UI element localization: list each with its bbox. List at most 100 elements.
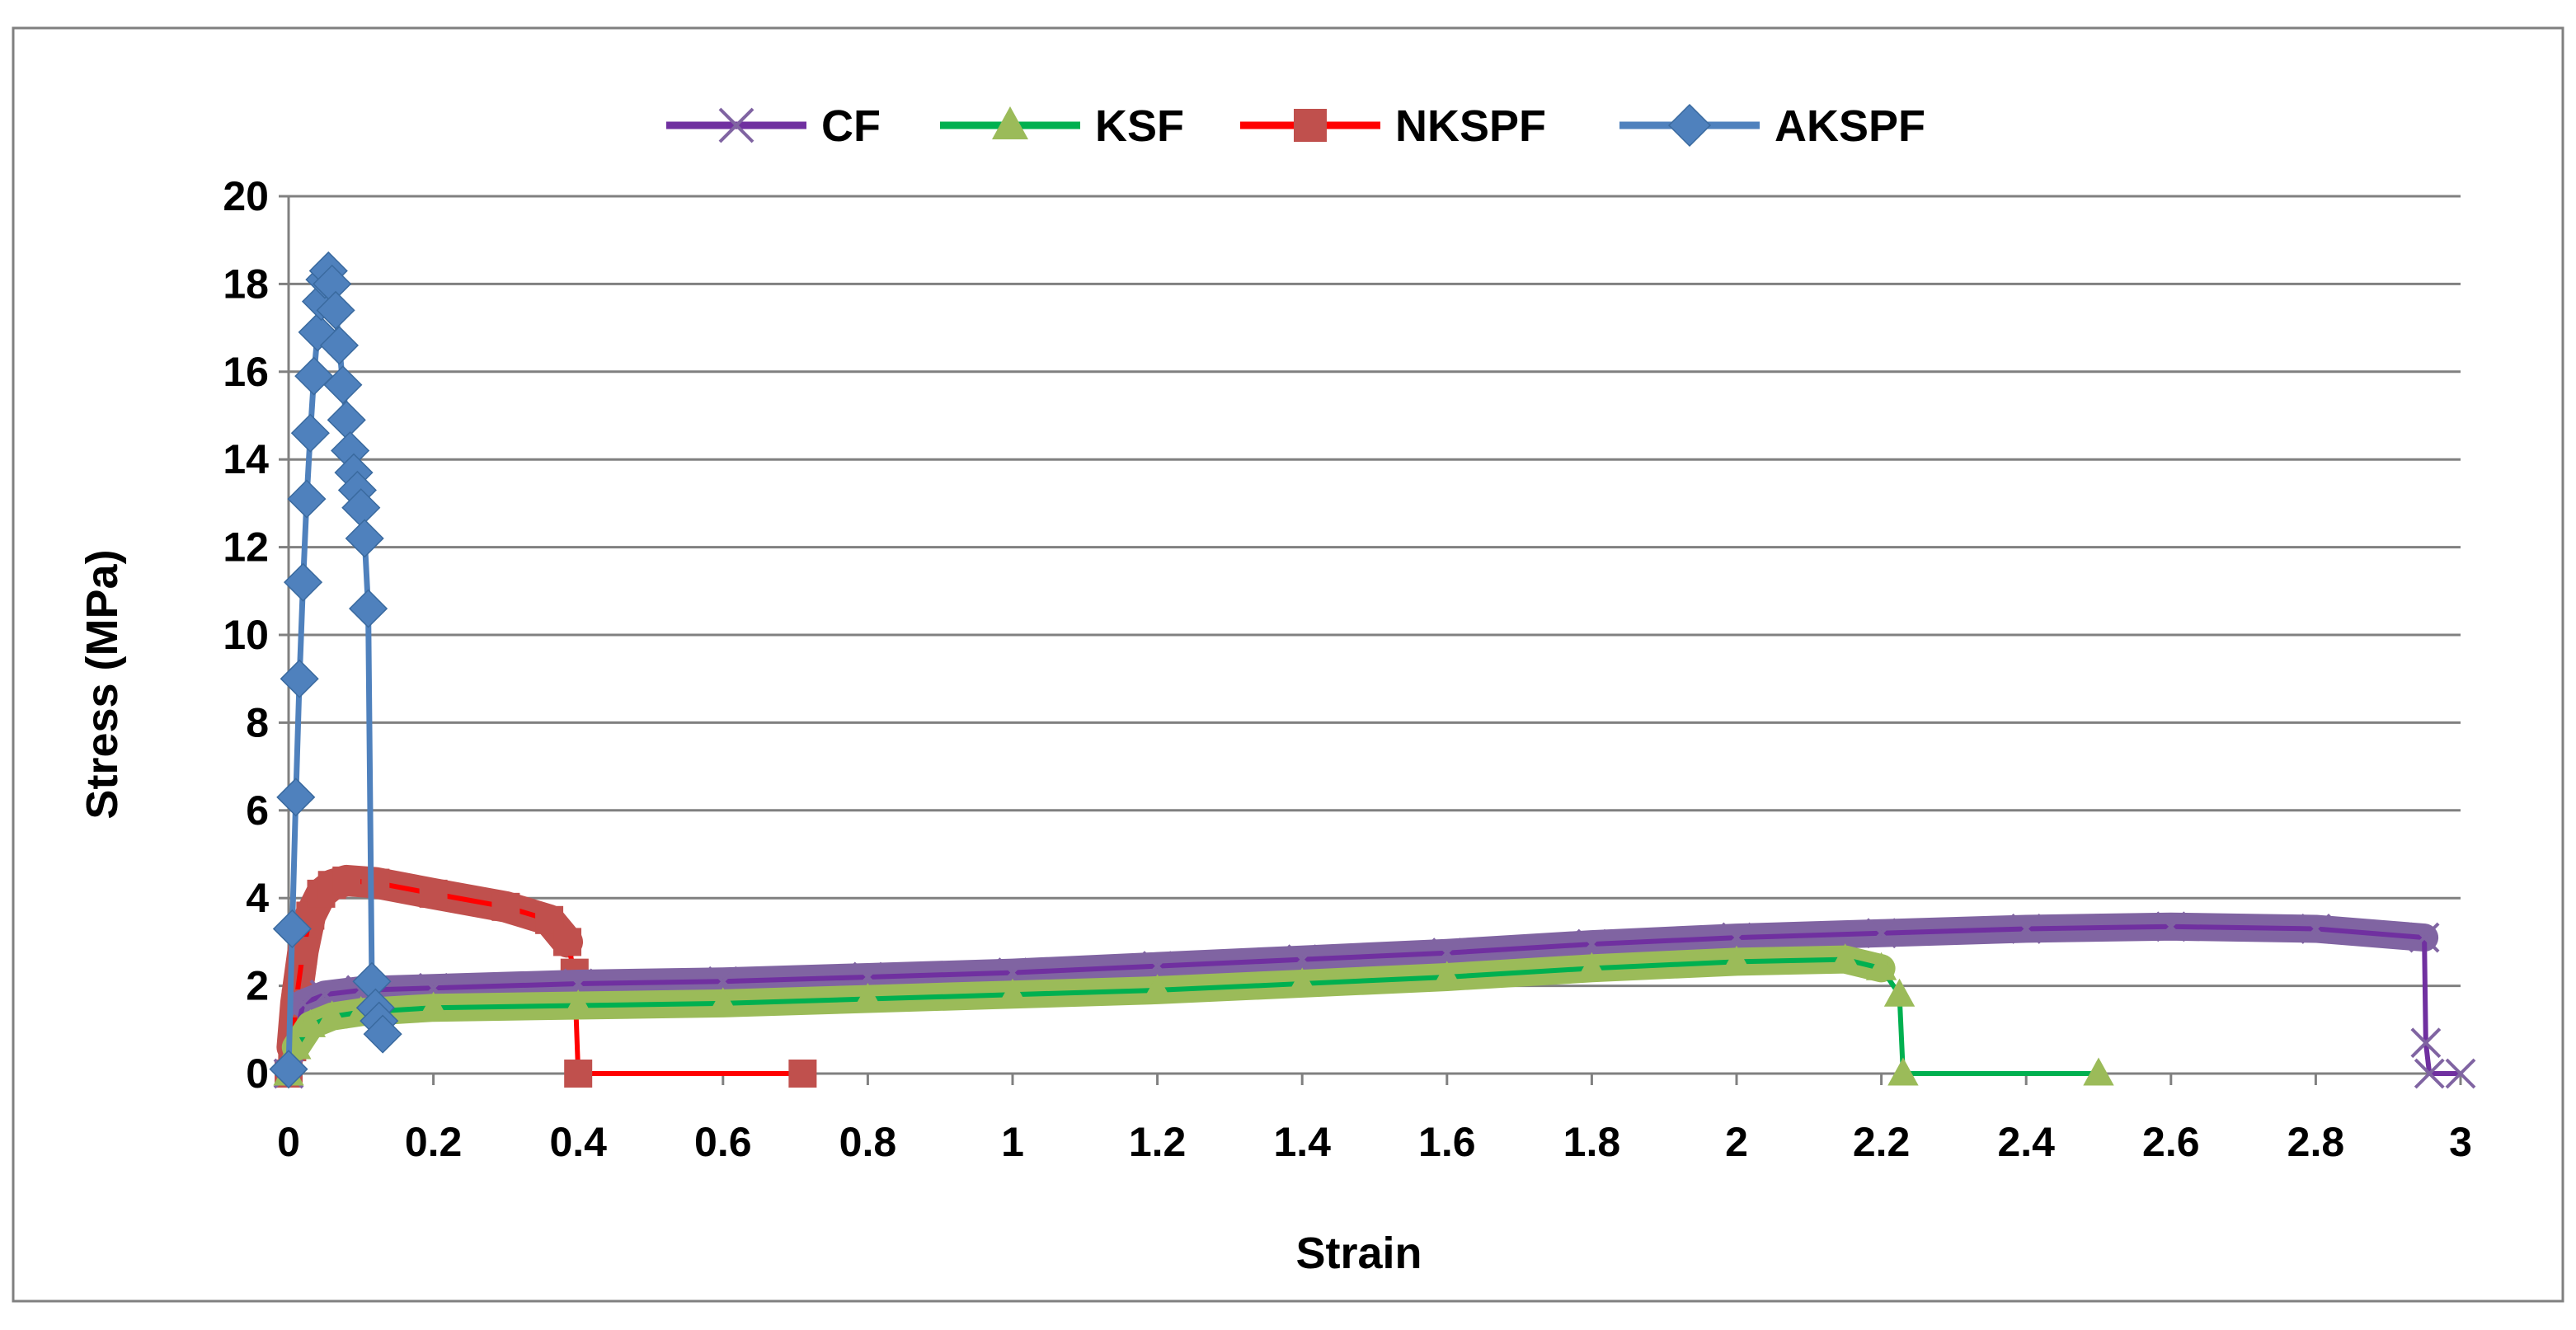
data-point [1431, 938, 1463, 969]
x-tick-label: 2.8 [2287, 1119, 2345, 1165]
legend-item-cf: CF [666, 101, 881, 151]
data-point [294, 356, 334, 396]
marker-stroke [2410, 1027, 2442, 1059]
axis-layer: 0 2 4 6 8 10 12 14 16 18 20 0 0.2 0.4 0.6 0.8 1 1.2 1.4 1.6… [223, 173, 2472, 1165]
y-tick-label: 10 [223, 612, 269, 658]
y-tick-label: 6 [246, 787, 269, 834]
data-point [1142, 951, 1173, 982]
data-point [294, 1008, 327, 1037]
data-point [707, 987, 739, 1016]
chart-border [12, 26, 2564, 1303]
y-tick-label: 4 [246, 875, 269, 921]
marker-stroke [1431, 938, 1463, 969]
data-point [361, 868, 390, 897]
data-point [290, 413, 330, 453]
data-point [1866, 918, 1897, 949]
y-tick-label: 12 [223, 524, 269, 571]
legend-item-nkspf: NKSPF [1240, 101, 1546, 151]
x-tick-label: 1.6 [1418, 1119, 1476, 1165]
x-tick-label: 0.2 [405, 1119, 463, 1165]
marker-stroke [309, 979, 341, 1010]
marker-stroke [2155, 911, 2187, 942]
data-point [1286, 967, 1318, 996]
data-point [323, 365, 363, 405]
y-tick-label: 8 [246, 699, 269, 745]
data-point [1883, 978, 1916, 1007]
marker-stroke [1866, 918, 1897, 949]
y-tick-label: 0 [246, 1050, 269, 1097]
data-point [997, 978, 1028, 1007]
marker-stroke [1286, 944, 1318, 975]
x-tick-label: 0.8 [839, 1119, 897, 1165]
y-tick-label: 2 [246, 963, 269, 1009]
data-point [1830, 943, 1861, 972]
data-point [2414, 1058, 2445, 1089]
x-tick-label: 1 [1001, 1119, 1024, 1165]
legend-label: CF [821, 101, 881, 151]
legend-item-ksf: KSF [940, 101, 1184, 151]
data-point [852, 983, 884, 1012]
data-point [283, 562, 323, 602]
series-cf [273, 911, 2476, 1089]
marker-stroke [2010, 914, 2042, 944]
data-point [1286, 944, 1318, 975]
data-point [349, 589, 388, 628]
data-point [269, 1050, 308, 1089]
marker-stroke [2445, 1058, 2476, 1089]
data-point [276, 778, 316, 817]
legend-label: NKSPF [1395, 101, 1546, 151]
data-point [280, 659, 319, 698]
data-point [1431, 961, 1463, 989]
data-point [287, 479, 327, 519]
data-point [2445, 1058, 2476, 1089]
data-point [788, 1060, 817, 1088]
series-layer [269, 251, 2476, 1089]
data-point [345, 519, 384, 558]
data-point [1141, 974, 1173, 1003]
marker-stroke [2414, 1058, 2445, 1089]
data-point [1887, 1057, 1919, 1086]
data-point [1721, 945, 1752, 974]
x-tick-label: 2.4 [1997, 1119, 2055, 1165]
marker-stroke [288, 988, 318, 1019]
data-point [419, 879, 448, 908]
data-point [2010, 914, 2042, 944]
y-axis-title: Stress (MPa) [78, 549, 127, 819]
data-point [1576, 928, 1607, 960]
series-line [286, 923, 2461, 1076]
series-akspf [269, 251, 402, 1089]
data-point [2083, 1057, 2114, 1086]
legend-marker [992, 106, 1028, 139]
y-tick-label: 18 [223, 261, 269, 307]
data-point [272, 909, 312, 949]
data-point [417, 991, 449, 1020]
y-tick-label: 20 [223, 173, 269, 219]
marker-stroke [718, 107, 754, 143]
data-point [2409, 922, 2440, 953]
data-point [2410, 1027, 2442, 1059]
data-point [562, 989, 594, 1017]
data-point [316, 290, 355, 330]
x-axis-title: Strain [1295, 1229, 1422, 1278]
data-point [332, 866, 361, 895]
data-point [564, 1060, 593, 1088]
marker-stroke [1142, 951, 1173, 982]
legend: CF KSF NKSPF AKSPF [666, 101, 1925, 151]
x-tick-label: 0.4 [549, 1119, 607, 1165]
y-tick-label: 14 [223, 436, 269, 482]
series-ksf [273, 943, 2114, 1086]
x-tick-label: 0.6 [694, 1119, 752, 1165]
data-point [316, 1000, 348, 1029]
data-point [2300, 914, 2331, 944]
legend-label: AKSPF [1775, 101, 1925, 151]
data-point [491, 892, 520, 921]
x-tick-label: 1.8 [1563, 1119, 1621, 1165]
x-tick-label: 0 [277, 1119, 300, 1165]
marker-stroke [1576, 928, 1607, 960]
marker-stroke [1721, 922, 1752, 953]
x-tick-label: 2.6 [2142, 1119, 2200, 1165]
x-tick-label: 2 [1725, 1119, 1748, 1165]
data-point [553, 928, 582, 956]
x-tick-label: 1.2 [1129, 1119, 1187, 1165]
